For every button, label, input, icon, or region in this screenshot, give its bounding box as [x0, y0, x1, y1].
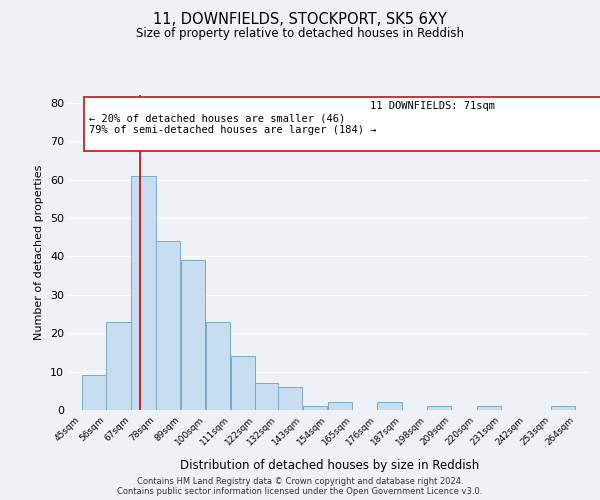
Text: ← 20% of detached houses are smaller (46): ← 20% of detached houses are smaller (46… — [89, 113, 345, 123]
Bar — [256, 383, 278, 410]
Bar — [303, 406, 327, 410]
Bar — [82, 376, 106, 410]
Bar — [206, 322, 230, 410]
Bar — [230, 356, 255, 410]
Text: Size of property relative to detached houses in Reddish: Size of property relative to detached ho… — [136, 28, 464, 40]
Text: 11 DOWNFIELDS: 71sqm: 11 DOWNFIELDS: 71sqm — [370, 101, 495, 111]
Bar — [476, 406, 501, 410]
Text: Contains public sector information licensed under the Open Government Licence v3: Contains public sector information licen… — [118, 487, 482, 496]
Text: 11, DOWNFIELDS, STOCKPORT, SK5 6XY: 11, DOWNFIELDS, STOCKPORT, SK5 6XY — [153, 12, 447, 28]
Bar — [181, 260, 205, 410]
FancyBboxPatch shape — [83, 97, 600, 150]
Bar — [551, 406, 575, 410]
Bar — [131, 176, 155, 410]
Bar — [156, 241, 181, 410]
Text: Contains HM Land Registry data © Crown copyright and database right 2024.: Contains HM Land Registry data © Crown c… — [137, 477, 463, 486]
Bar — [328, 402, 352, 410]
Bar — [427, 406, 451, 410]
Bar — [278, 387, 302, 410]
Y-axis label: Number of detached properties: Number of detached properties — [34, 165, 44, 340]
Text: Distribution of detached houses by size in Reddish: Distribution of detached houses by size … — [181, 458, 479, 471]
Text: 79% of semi-detached houses are larger (184) →: 79% of semi-detached houses are larger (… — [89, 126, 376, 136]
Bar — [377, 402, 401, 410]
Bar — [106, 322, 131, 410]
